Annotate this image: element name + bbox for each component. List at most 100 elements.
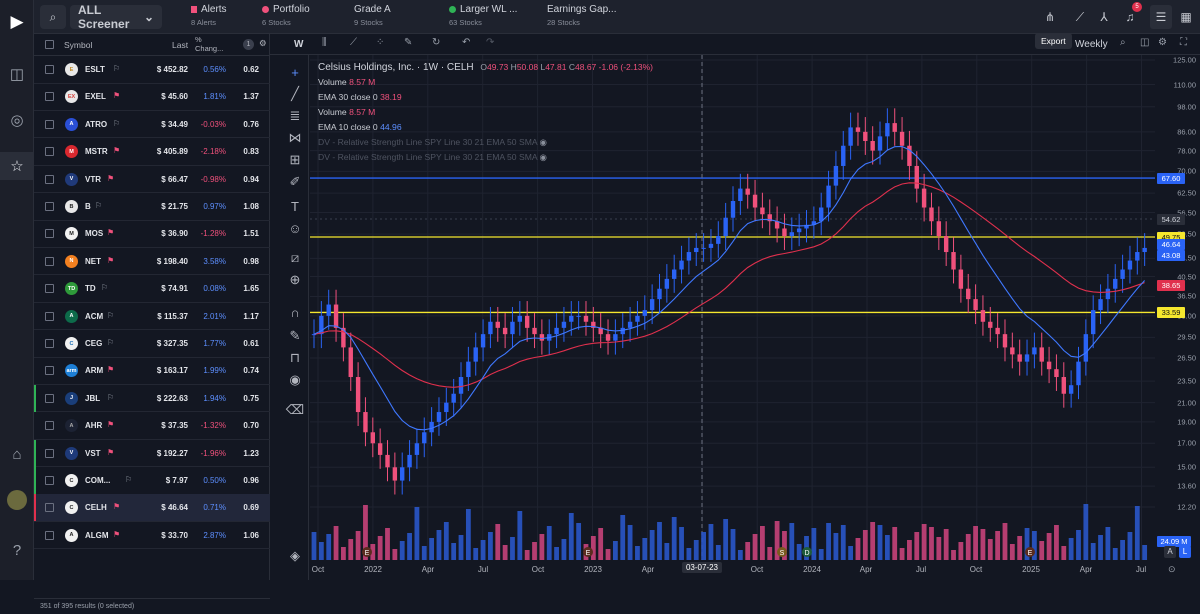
flag-outline-icon[interactable]: ⚐ <box>107 338 115 347</box>
goto-date-icon[interactable]: ⊙ <box>1168 564 1176 574</box>
row-checkbox[interactable] <box>45 311 54 321</box>
watchlist-row[interactable]: C CELH ⚑ $ 46.64 0.71% 0.69 <box>34 494 270 522</box>
avatar[interactable] <box>0 486 34 514</box>
watchlist-row[interactable]: A ALGM ⚑ $ 33.70 2.87% 1.06 <box>34 522 270 550</box>
brand-logo-icon[interactable]: ▶ <box>10 12 24 31</box>
lock-icon[interactable]: ⊓ <box>289 350 301 365</box>
rs-indicator-line[interactable]: DV - Relative Strength Line SPY Line 30 … <box>318 137 547 147</box>
help-icon[interactable]: ? <box>12 541 22 559</box>
bell-icon[interactable]: ♫ 5 <box>1120 2 1142 29</box>
emoji-icon[interactable]: ☺ <box>288 220 302 236</box>
redo-icon[interactable]: ↷ <box>486 37 495 48</box>
eye-icon[interactable]: ◉ <box>289 372 301 387</box>
flag-outline-icon[interactable]: ⚐ <box>101 283 109 293</box>
watchlist-row[interactable]: arm ARM ⚑ $ 163.17 1.99% 0.74 <box>34 357 270 385</box>
bar-style-icon[interactable]: ⫼ <box>322 37 327 48</box>
indicators-icon[interactable]: ⟋ <box>350 37 357 48</box>
row-checkbox[interactable] <box>45 119 54 129</box>
watchlist-row[interactable]: C COM... ⚐ $ 7.97 0.50% 0.96 <box>34 467 270 495</box>
range-select[interactable]: Weekly <box>1075 39 1108 50</box>
price-axis[interactable]: 125.00 110.00 98.00 86.00 78.00 70.00 62.50 56.… <box>1155 55 1200 560</box>
row-checkbox[interactable] <box>45 174 54 184</box>
flag-outline-icon[interactable]: ⚐ <box>125 475 133 484</box>
layers-icon[interactable]: ◈ <box>290 548 300 563</box>
watchlist-row[interactable]: M MOS ⚑ $ 36.90 -1.28% 1.51 <box>34 220 270 248</box>
flag-icon[interactable]: ⚑ <box>107 255 115 265</box>
trendline-icon[interactable]: ╱ <box>291 86 299 101</box>
watchlist-row[interactable]: E ESLT ⚐ $ 452.82 0.56% 0.62 <box>34 56 270 84</box>
flag-icon[interactable]: ⚑ <box>107 447 115 457</box>
cap-icon[interactable]: ⌂ <box>12 445 22 463</box>
flag-outline-icon[interactable]: ⚐ <box>113 64 121 73</box>
flag-icon[interactable]: ⚑ <box>113 91 121 101</box>
flag-outline-icon[interactable]: ⚐ <box>107 392 115 402</box>
zoom-in-icon[interactable]: ⊕ <box>289 272 301 287</box>
watchlist-row[interactable]: V VST ⚑ $ 192.27 -1.96% 1.23 <box>34 440 270 468</box>
export-button[interactable]: Export <box>1035 33 1072 49</box>
time-axis[interactable]: Oct 2022 Apr Jul Oct 2023 Apr 03-07-23 Oct 2024 Ap… <box>310 561 1155 580</box>
target-icon[interactable]: ◎ <box>10 112 24 129</box>
trash-icon[interactable]: ⌫ <box>285 402 305 417</box>
watchlist-row[interactable]: A ACM ⚐ $ 115.37 2.01% 1.17 <box>34 303 270 331</box>
chart-icon[interactable]: ⟋ <box>1075 9 1085 24</box>
col-change[interactable]: % Chang... <box>195 35 224 53</box>
screener-dropdown[interactable]: ALL Screener ⌄ <box>70 3 162 31</box>
share-icon[interactable]: ⋔ <box>1044 10 1056 24</box>
crosshair-icon[interactable]: + <box>291 64 299 80</box>
watchlist-row[interactable]: B B ⚐ $ 21.75 0.97% 1.08 <box>34 193 270 221</box>
flag-icon[interactable]: ⚑ <box>113 529 121 539</box>
row-checkbox[interactable] <box>45 65 54 74</box>
row-checkbox[interactable] <box>45 284 54 294</box>
draw-icon[interactable]: ✎ <box>404 37 413 48</box>
row-checkbox[interactable] <box>45 421 54 431</box>
text-icon[interactable]: T <box>291 198 299 214</box>
measure-icon[interactable]: ⊞ <box>289 152 301 167</box>
row-checkbox[interactable] <box>45 476 54 485</box>
watchlist-row[interactable]: TD TD ⚐ $ 74.91 0.08% 1.65 <box>34 275 270 303</box>
indicator-line[interactable]: EMA 10 close 0 44.96 <box>318 122 402 132</box>
magnet-icon[interactable]: ∩ <box>290 304 300 320</box>
flag-icon[interactable]: ⚑ <box>107 420 115 430</box>
flag-icon[interactable]: ⚑ <box>107 173 115 183</box>
watchlist-row[interactable]: A AHR ⚑ $ 37.35 -1.32% 0.70 <box>34 412 270 440</box>
flag-icon[interactable]: ⚑ <box>107 228 115 238</box>
brush-icon[interactable]: ✐ <box>289 174 301 189</box>
watchlist-grade-a[interactable]: Grade A 9 Stocks <box>354 4 391 32</box>
layout-icon[interactable]: ◫ <box>9 66 25 83</box>
refresh-icon[interactable]: ↻ <box>432 37 441 48</box>
flag-icon[interactable]: ⚑ <box>107 365 115 375</box>
indicator-line[interactable]: EMA 30 close 0 38.19 <box>318 92 402 102</box>
grid-view-icon[interactable]: ▦ <box>1180 10 1192 24</box>
compare-icon[interactable]: ⅄ <box>1100 10 1108 24</box>
settings-icon[interactable]: ⚙ <box>259 38 267 48</box>
watchlist-earnings-gap[interactable]: Earnings Gap... 28 Stocks <box>547 4 616 32</box>
star-icon[interactable]: ☆ <box>0 152 34 180</box>
row-checkbox[interactable] <box>45 229 54 239</box>
flag-outline-icon[interactable]: ⚐ <box>113 118 121 128</box>
row-checkbox[interactable] <box>45 530 54 540</box>
interval-button[interactable]: W <box>294 39 304 50</box>
undo-icon[interactable]: ↶ <box>462 37 471 48</box>
zoom-icon[interactable]: ⌕ <box>1120 37 1126 48</box>
pattern-icon[interactable]: ⋈ <box>288 130 302 145</box>
flag-outline-icon[interactable]: ⚐ <box>107 310 115 320</box>
rs-indicator-line[interactable]: DV - Relative Strength Line SPY Line 30 … <box>318 152 547 162</box>
watchlist-row[interactable]: V VTR ⚑ $ 66.47 -0.98% 0.94 <box>34 166 270 194</box>
row-checkbox[interactable] <box>45 393 54 403</box>
row-checkbox[interactable] <box>45 448 54 458</box>
row-checkbox[interactable] <box>45 339 54 348</box>
list-view-icon[interactable]: ☰ <box>1150 5 1172 29</box>
row-checkbox[interactable] <box>45 256 54 266</box>
col-symbol[interactable]: Symbol <box>64 40 93 50</box>
row-checkbox[interactable] <box>45 147 54 157</box>
lock-draw-icon[interactable]: ✎ <box>289 328 301 343</box>
indicator-line[interactable]: Volume 8.57 M <box>318 77 376 87</box>
watchlist-row[interactable]: M MSTR ⚑ $ 405.89 -2.18% 0.83 <box>34 138 270 166</box>
watchlist-larger-wl[interactable]: Larger WL ... 63 Stocks <box>449 4 517 32</box>
search-icon[interactable]: ⌕ <box>40 5 66 29</box>
fullscreen-icon[interactable]: ⛶ <box>1180 37 1187 48</box>
watchlist-portfolio[interactable]: Portfolio 6 Stocks <box>262 4 310 32</box>
flag-icon[interactable]: ⚑ <box>113 502 121 512</box>
watchlist-row[interactable]: N NET ⚑ $ 198.40 3.58% 0.98 <box>34 248 270 276</box>
templates-icon[interactable]: ⁘ <box>376 37 385 48</box>
